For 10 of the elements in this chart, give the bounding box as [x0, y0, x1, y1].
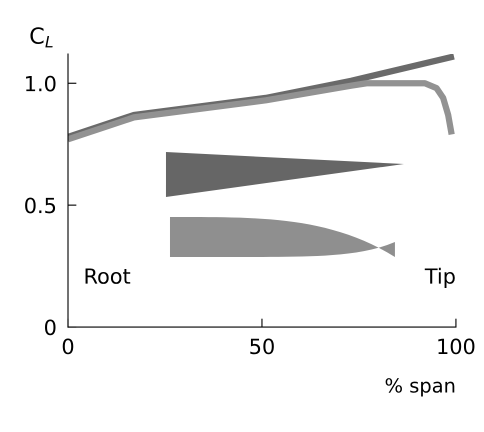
- x-axis-title: % span: [386, 378, 454, 397]
- x-tick-label: 0: [62, 338, 74, 354]
- x-tick-label: 100: [438, 338, 474, 354]
- y-tick-label: 0: [45, 319, 56, 336]
- y-tick-label: 1.0: [26, 76, 56, 92]
- annotation: Tip: [424, 268, 455, 288]
- y-axis-title: C$_{L}$: [30, 27, 53, 48]
- annotation: Root: [86, 268, 130, 284]
- y-tick-label: 0.5: [25, 198, 56, 214]
- x-tick-label: 50: [250, 338, 274, 354]
